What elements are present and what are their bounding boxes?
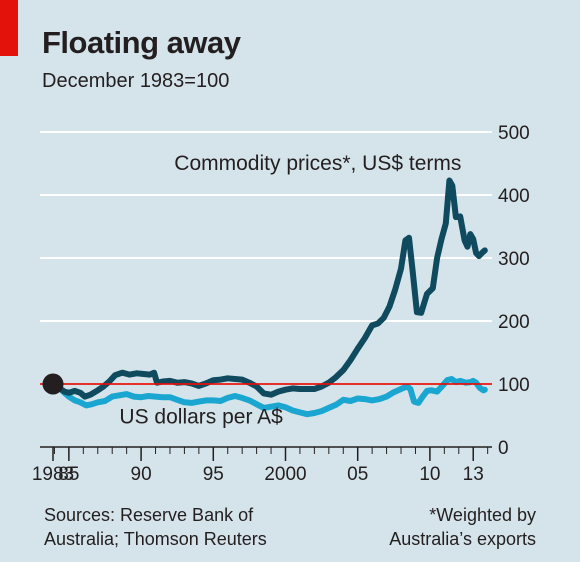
sources-note: Sources: Reserve Bank of Australia; Thom…	[44, 503, 267, 551]
footnote-line-1: *Weighted by	[429, 505, 536, 525]
start-point-marker	[42, 373, 64, 395]
accent-tab	[0, 0, 18, 56]
footnote-line-2: Australia’s exports	[389, 529, 536, 549]
y-tick-label: 300	[498, 249, 530, 270]
usd-per-aud-line	[50, 376, 488, 418]
x-tick-label: 05	[347, 464, 368, 485]
x-tick-label: 2000	[264, 464, 306, 485]
y-tick-label: 200	[498, 312, 530, 333]
y-tick-label: 400	[498, 186, 530, 207]
footnote: *Weighted by Australia’s exports	[389, 503, 536, 551]
x-tick-label: 95	[203, 464, 224, 485]
x-tick-label: 13	[463, 464, 484, 485]
usd-series-label: US dollars per A$	[119, 406, 283, 429]
y-tick-label: 100	[498, 375, 530, 396]
chart-title: Floating away	[42, 25, 241, 60]
x-tick-label: 10	[419, 464, 440, 485]
x-tick-label: 85	[58, 464, 79, 485]
sources-line-2: Australia; Thomson Reuters	[44, 529, 267, 549]
chart-subtitle: December 1983=100	[42, 70, 230, 92]
commodity-prices-line	[50, 177, 488, 400]
x-tick-label: 90	[131, 464, 152, 485]
x-tick-label: 1983	[32, 464, 74, 485]
y-tick-label: 0	[498, 438, 509, 459]
commodity-series-label: Commodity prices*, US$ terms	[174, 152, 461, 175]
sources-line-1: Sources: Reserve Bank of	[44, 505, 254, 525]
y-tick-label: 500	[498, 123, 530, 144]
